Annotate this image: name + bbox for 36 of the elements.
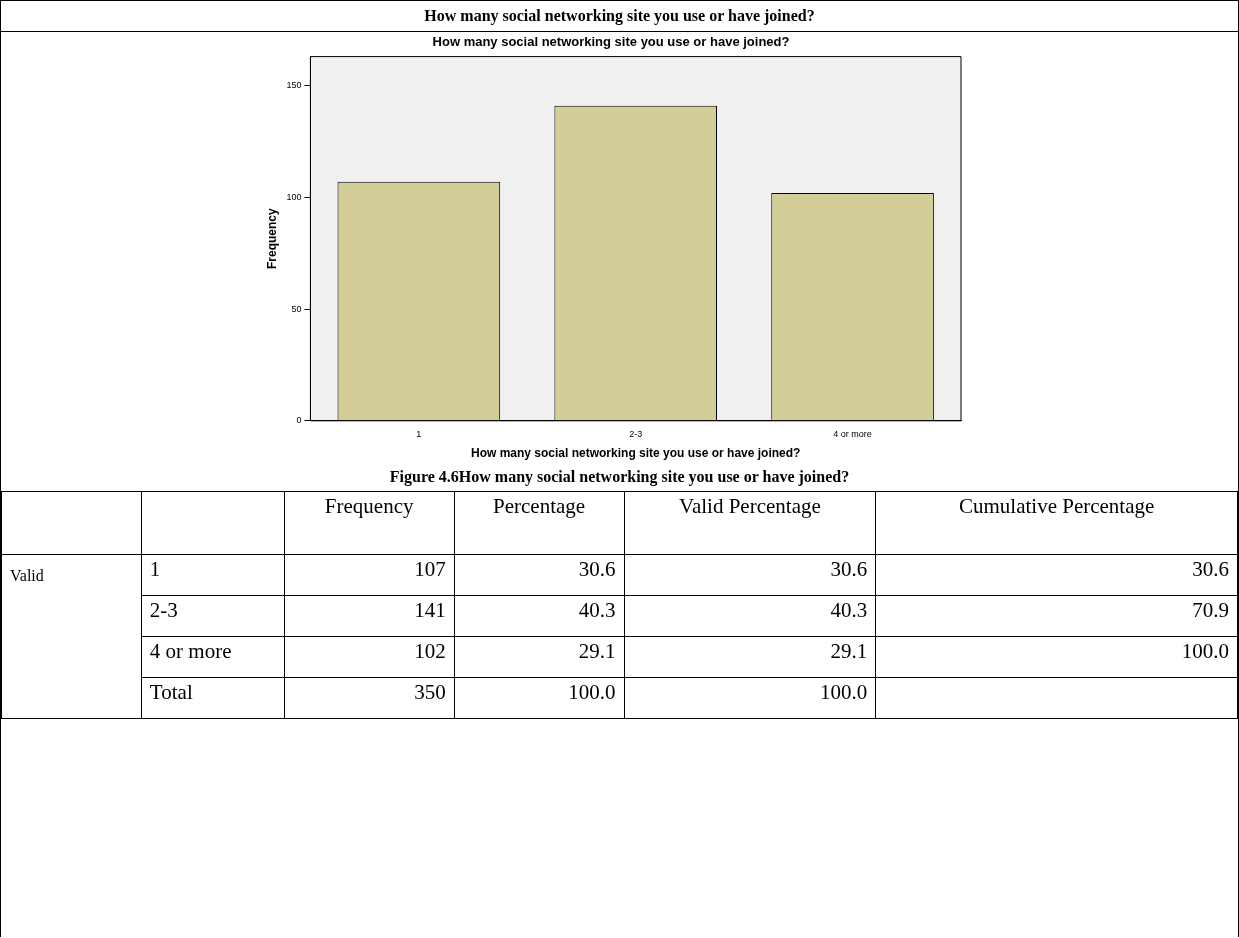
category-label: 2-3: [149, 598, 178, 622]
text: 107: [414, 557, 446, 581]
y-tick-label: 150: [286, 80, 302, 91]
text: 40.3: [830, 598, 868, 622]
text: 30.6: [1192, 557, 1229, 581]
x-axis-title: How many social networking site you use or have joined?: [471, 446, 801, 461]
x-tick-label: 4 or more: [833, 428, 872, 439]
y-axis-title: Frequency: [264, 208, 279, 270]
y-tick-label: 100: [286, 191, 302, 202]
caption: Figure 4.6How many social networking site you use or have joined?: [388, 468, 851, 486]
category-label: 4 or more: [149, 639, 232, 663]
text: 100.0: [1181, 639, 1229, 663]
text: 141: [414, 598, 446, 622]
text: 102: [414, 639, 446, 663]
y-tick-label: 0: [296, 415, 302, 426]
category-label: Total: [149, 680, 193, 704]
text: 100.0: [820, 680, 868, 704]
text: 30.6: [578, 557, 616, 581]
y-tick-label: 50: [291, 303, 302, 314]
category-label: Frequency: [284, 491, 455, 555]
text: 100.0: [568, 680, 616, 704]
text: How many social networking site you use or have joined?: [1, 1, 1238, 32]
text: 29.1: [578, 639, 616, 663]
text: 40.3: [578, 598, 616, 622]
chart-title: How many social networking site you use or have joined?: [432, 34, 790, 50]
category-label: Percentage: [454, 491, 625, 555]
text: 350: [414, 680, 446, 704]
text: Valid: [1, 554, 142, 719]
text: 70.9: [1192, 598, 1229, 622]
text: 29.1: [830, 639, 868, 663]
x-tick-label: 1: [416, 428, 422, 439]
x-tick-label: 2-3: [629, 428, 643, 439]
text: 30.6: [830, 557, 868, 581]
category-label: Valid Percentage: [624, 491, 876, 555]
category-label: 1: [149, 557, 161, 581]
category-label: Cumulative Percentage: [875, 491, 1238, 555]
